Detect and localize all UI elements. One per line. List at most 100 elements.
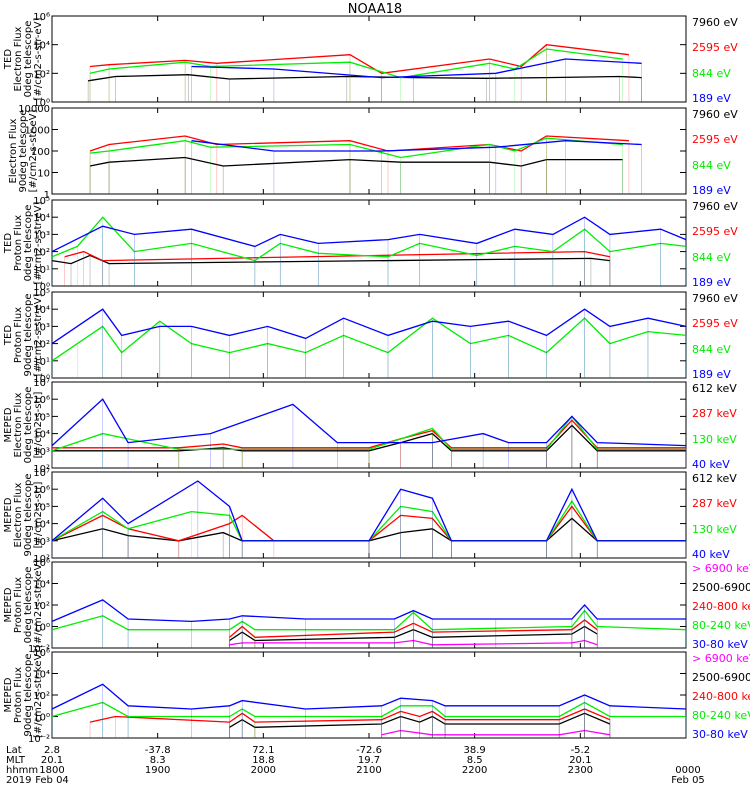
panel-6-ytick-label: 10⁴	[33, 580, 50, 591]
panel-0-ytick-label: 10⁰	[33, 98, 50, 109]
panel-1-ytick-label: 10000	[18, 104, 50, 115]
panel-4-ylabel: MEPED Electron Flux 0deg telescope [#/cm2-s…	[3, 382, 44, 468]
panel-1-ytick-label: 10	[37, 169, 50, 180]
panel-2-ytick-label: 10⁵	[33, 196, 50, 207]
panel-3-ytick-label: 10⁵	[33, 288, 50, 299]
panel-0-series-1	[89, 44, 629, 74]
panel-3-legend-2: 844 eV	[692, 342, 731, 356]
panel-0-legend-3: 189 eV	[692, 92, 731, 105]
panel-2-series-3	[51, 216, 687, 253]
panel-7-ytick-label: 10²	[33, 691, 50, 702]
panel-5-ytick-label: 10⁷	[33, 468, 50, 479]
panel-7-series-1	[229, 712, 611, 728]
bottom-axis-hhmm: 2000	[250, 765, 277, 776]
panel-2-ytick-label: 10⁰	[33, 282, 50, 293]
panel-3-ytick-label: 10⁴	[33, 305, 50, 316]
panel-7-ytick-label: 10⁰	[33, 713, 50, 724]
panel-3-legend-0: 7960 eV	[692, 292, 738, 305]
panel-1-series-2	[89, 137, 623, 159]
bottom-axis-lat: -37.8	[144, 745, 171, 756]
panel-6-series-0	[229, 639, 598, 646]
panel-6-ylabel: MEPED Proton Flux 0deg telescope [#/cm2-s-s…	[3, 560, 44, 648]
panel-5-legend-3: 40 keV	[692, 548, 730, 561]
bottom-axis-column: -37.8 8.3 1900	[138, 746, 178, 786]
panel-7-legend-0: > 6900 keV	[692, 652, 750, 665]
panel-3-series-0	[51, 317, 687, 362]
panel-6-series-1	[229, 625, 598, 642]
panel-1-ytick-label: 100	[31, 147, 50, 158]
panel-1-series-0	[89, 156, 623, 167]
row-label-lat: Lat	[6, 745, 22, 756]
panel-2-series-2	[51, 216, 687, 262]
panel-4-series-2	[51, 415, 686, 452]
row-label-mlt: MLT	[6, 755, 25, 766]
panel-0-ylabel: TED Electron Flux 0deg telescope [#/cm2-s-s…	[3, 16, 44, 102]
panel-2-legend-1: 2595 eV	[692, 225, 738, 239]
bottom-axis-lat: 38.9	[463, 745, 486, 756]
panel-2-ytick-label: 10²	[33, 248, 50, 259]
panel-4-ytick-label: 10³	[33, 447, 50, 458]
panel-2-legend-3: 189 eV	[692, 276, 731, 289]
bottom-axis-hhmm: 2200	[461, 765, 488, 776]
panel-0-legend-1: 2595 eV	[692, 41, 738, 55]
panel-4-ytick-label: 10²	[33, 464, 50, 475]
bottom-axis-date	[455, 776, 495, 786]
bottom-axis-hhmm: 2100	[356, 765, 382, 776]
panel-0-series-2	[89, 48, 623, 79]
panel-4-series-1	[52, 419, 686, 449]
bottom-axis-date: Feb 05	[671, 775, 705, 786]
panel-3-frame	[51, 291, 687, 379]
bottom-axis-date	[560, 776, 600, 786]
panel-0-legend-0: 7960 eV	[692, 16, 738, 29]
bottom-axis-hhmm: 2300	[567, 765, 594, 776]
bottom-axis-mlt: 18.8	[252, 755, 275, 766]
panel-4-series-3	[51, 398, 687, 447]
panel-3-ylabel: TED Proton Flux 90deg telescope [#/cm2-s-st…	[3, 292, 44, 378]
bottom-axis-column: 38.9 8.5 2200	[455, 746, 495, 786]
panel-4-legend-0: 612 keV	[692, 382, 737, 395]
bottom-row-labels: Lat MLT hhmm 2019	[6, 746, 38, 786]
panel-4-series-0	[52, 424, 686, 452]
panel-6-series-4	[51, 599, 686, 623]
panel-0-ytick-label: 10⁴	[33, 41, 50, 52]
panel-5-series-0	[51, 517, 686, 542]
panel-6-ytick-label: 10⁰	[33, 623, 50, 634]
panel-5-legend-1: 287 keV	[692, 497, 737, 511]
panel-4-legend-2: 130 keV	[692, 432, 737, 446]
bottom-axis-lat: 72.1	[252, 745, 275, 756]
panel-2-legend-2: 844 eV	[692, 250, 731, 264]
bottom-axis-lat: 2.8	[44, 745, 60, 756]
bottom-axis-mlt: 8.5	[466, 755, 483, 766]
panel-1-ylabel: Electron Flux 90deg telescope [#/cm2-s-str…	[8, 108, 39, 194]
panel-7-ytick-label: 10⁻²	[28, 734, 50, 745]
bottom-axis-hhmm: 1800	[39, 765, 65, 776]
panel-1-ytick-label: 1	[44, 190, 50, 201]
panel-5-ytick-label: 10²	[33, 554, 50, 565]
panel-7-series-2	[89, 708, 611, 723]
panel-5-series-3	[51, 480, 686, 542]
panel-2-ytick-label: 10¹	[33, 265, 50, 276]
panel-5-legend-0: 612 keV	[692, 472, 737, 485]
panel-2-series-1	[64, 250, 611, 262]
panel-7-legend-2: 240-800 keV	[692, 690, 750, 703]
panel-2-ylabel-line: [#/cm2-s-str-eV]	[33, 201, 44, 285]
panel-1-ylabel-line: [#/cm2-s-str-eV]	[28, 109, 39, 193]
panel-4-ytick-label: 10⁶	[33, 395, 50, 406]
bottom-axis-column: -5.2 20.1 2300	[560, 746, 600, 786]
panel-7-frame	[51, 651, 687, 739]
panel-4-ylabel-line: [#/cm2-s-str]	[33, 391, 44, 459]
panel-4-legend-1: 287 keV	[692, 407, 737, 421]
bottom-axis-date	[243, 776, 283, 786]
panel-6-legend-4: 30-80 keV	[692, 638, 748, 651]
panel-7-legend-4: 30-80 keV	[692, 728, 748, 741]
panel-3-ytick-label: 10⁰	[33, 374, 50, 385]
bottom-axis-column: 2.8 20.1 1800 Feb 04	[32, 746, 72, 786]
panel-3-series-1	[51, 308, 687, 345]
panel-5-series-2	[51, 499, 686, 542]
bottom-axis-date	[138, 776, 178, 786]
panel-3-ytick-label: 10¹	[33, 357, 50, 368]
panel-6-legend-1: 2500-6900	[692, 581, 750, 594]
panel-5-ytick-label: 10³	[33, 537, 50, 548]
row-label-hhmm: hhmm	[6, 765, 39, 776]
